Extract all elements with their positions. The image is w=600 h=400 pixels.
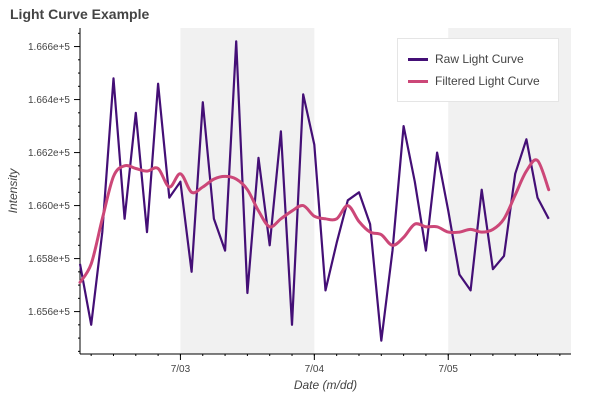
x-tick-label: 7/03 (171, 364, 191, 375)
y-tick-label: 1.660e+5 (28, 201, 70, 212)
series-line-filtered (78, 158, 551, 284)
y-tick-label: 1.666e+5 (28, 42, 70, 53)
legend-swatch-raw (408, 57, 428, 61)
x-axis-label: Date (m/dd) (294, 378, 357, 392)
legend-item-filtered[interactable]: Filtered Light Curve (408, 71, 540, 91)
y-axis-label: Intensity (6, 168, 20, 214)
chart-title: Light Curve Example (10, 6, 150, 22)
series-line-raw (78, 40, 550, 342)
legend-item-raw[interactable]: Raw Light Curve (408, 49, 524, 69)
y-tick-label: 1.656e+5 (28, 307, 70, 318)
legend[interactable]: Raw Light Curve Filtered Light Curve (397, 38, 559, 102)
legend-swatch-filtered (408, 79, 428, 83)
x-tick-label: 7/05 (439, 364, 459, 375)
x-tick-label: 7/04 (305, 364, 325, 375)
y-tick-label: 1.664e+5 (28, 95, 70, 106)
y-tick-label: 1.662e+5 (28, 148, 70, 159)
legend-label-filtered: Filtered Light Curve (435, 74, 540, 88)
legend-label-raw: Raw Light Curve (435, 52, 524, 66)
y-tick-label: 1.658e+5 (28, 254, 70, 265)
